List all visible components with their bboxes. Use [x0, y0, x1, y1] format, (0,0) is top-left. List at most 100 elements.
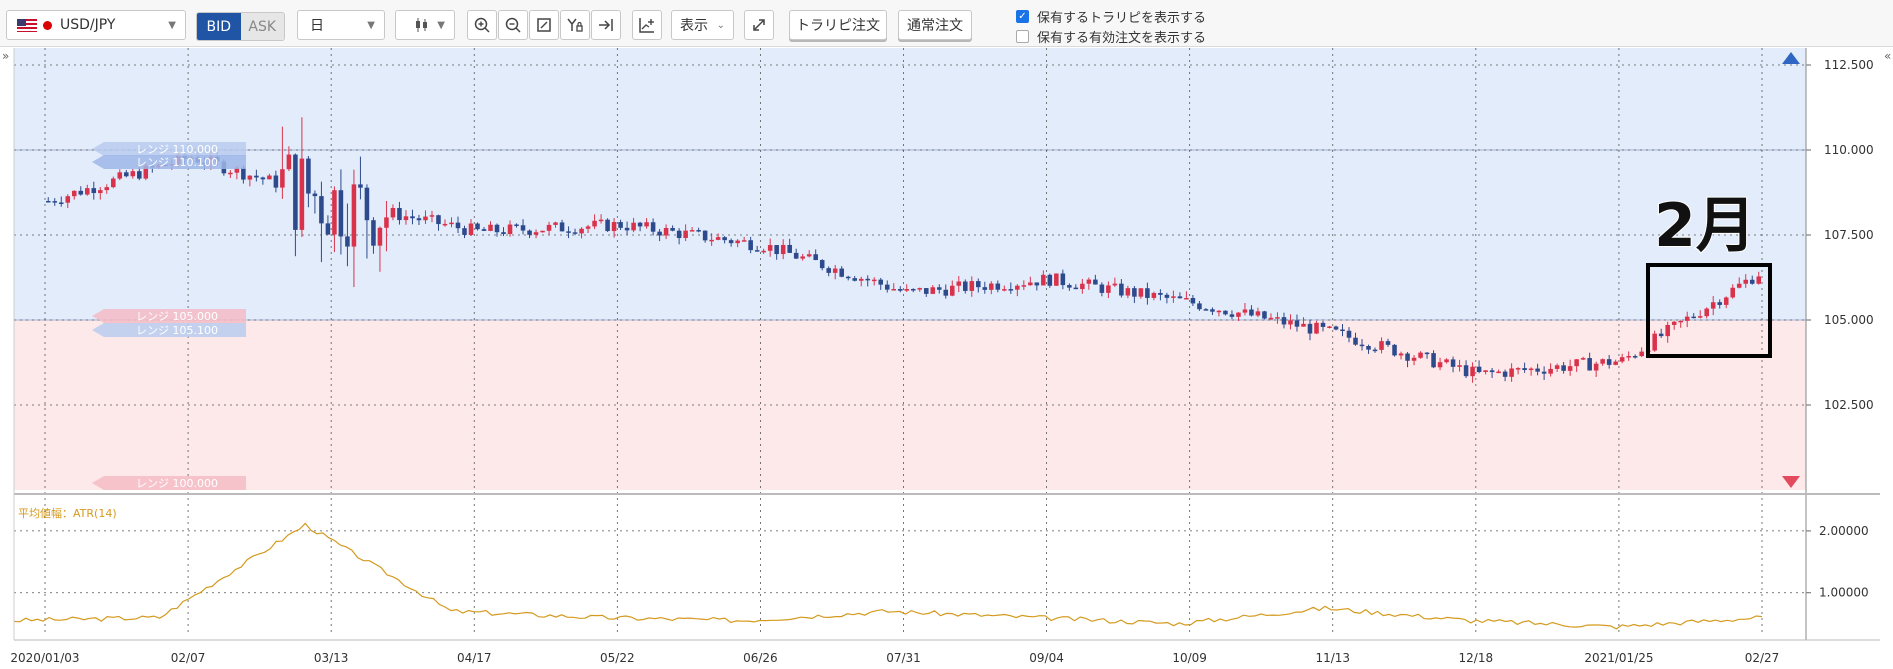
show-orders-option[interactable]: 保有する有効注文を表示する	[1016, 26, 1206, 46]
candle-down	[884, 284, 890, 290]
candle-down	[1145, 288, 1150, 298]
candle-down	[1190, 298, 1196, 304]
chart-type-select[interactable]: ▼	[395, 10, 455, 40]
candle-up	[1528, 368, 1534, 371]
candle-down	[793, 252, 799, 259]
candle-up	[1743, 279, 1749, 284]
candle-down	[826, 268, 831, 273]
period-select[interactable]: 日 ▼	[297, 10, 385, 40]
range-tag	[92, 155, 246, 169]
candle-down	[728, 240, 734, 244]
ask-button[interactable]: ASK	[240, 13, 284, 40]
price-tick-label: 107.500	[1824, 228, 1874, 242]
date-tick-label: 09/04	[1029, 651, 1064, 665]
normal-order-button[interactable]: 通常注文	[898, 10, 972, 40]
candle-down	[923, 288, 929, 294]
candle-down	[1060, 273, 1066, 286]
y-axis-lock-button[interactable]	[560, 10, 590, 40]
range-tag-label: レンジ 100.000	[136, 477, 218, 490]
candle-up	[247, 175, 253, 180]
candle-down	[1281, 317, 1287, 325]
fit-button[interactable]	[529, 10, 559, 40]
candle-down	[410, 216, 415, 219]
candle-up	[1184, 298, 1189, 300]
candle-up	[1301, 323, 1306, 327]
candle-down	[605, 219, 610, 232]
candle-down	[514, 224, 519, 227]
candle-up	[871, 279, 877, 282]
scroll-down-icon	[1782, 476, 1800, 488]
candle-up	[767, 245, 773, 251]
checkbox-unchecked-icon[interactable]	[1016, 29, 1029, 43]
atr-line	[13, 522, 1763, 630]
candle-up	[1015, 285, 1020, 290]
trailing-order-button[interactable]: トラリピ注文	[789, 10, 887, 40]
jump-latest-button[interactable]	[591, 10, 621, 40]
arrow-to-end-icon	[599, 19, 613, 31]
candle-up	[689, 230, 695, 232]
candle-down	[1431, 353, 1436, 368]
candle-up	[546, 224, 552, 231]
candle-up	[117, 172, 123, 179]
candlestick-icon	[416, 18, 427, 32]
candle-down	[137, 171, 142, 179]
candle-up	[1112, 283, 1118, 286]
candle-down	[995, 283, 1001, 290]
bid-button[interactable]: BID	[197, 13, 241, 40]
candle-down	[748, 240, 753, 251]
candlestick-series	[45, 117, 1762, 383]
candle-down	[559, 222, 565, 232]
candle-up	[1736, 283, 1742, 288]
candle-up	[98, 190, 103, 194]
zoom-out-button[interactable]	[498, 10, 528, 40]
candle-down	[1262, 311, 1267, 319]
candle-down	[416, 218, 422, 221]
candle-up	[969, 281, 975, 291]
show-trailing-option[interactable]: ✓ 保有するトラリピを表示する	[1016, 6, 1206, 26]
candle-down	[1093, 279, 1098, 285]
grid-lines	[14, 48, 1806, 636]
candle-up	[806, 254, 812, 257]
date-tick-label: 2020/01/03	[10, 651, 79, 665]
candle-up	[1327, 326, 1332, 329]
bid-ask-toggle: BID ASK	[196, 12, 285, 41]
candle-up	[930, 287, 936, 294]
candle-up	[1580, 358, 1586, 360]
candle-down	[839, 268, 844, 277]
candle-up	[1567, 366, 1573, 371]
candle-down	[481, 229, 487, 231]
indicator-button[interactable]	[632, 10, 662, 40]
candle-down	[1502, 371, 1508, 377]
candle-down	[1008, 289, 1014, 291]
candle-down	[1541, 371, 1547, 374]
candle-down	[1353, 337, 1358, 345]
checkbox-checked-icon[interactable]: ✓	[1016, 9, 1029, 23]
candle-up	[488, 224, 493, 231]
candle-down	[910, 288, 916, 291]
candle-up	[1138, 288, 1144, 297]
candle-down	[1450, 359, 1456, 367]
range-tag	[92, 476, 246, 490]
candle-up	[1125, 288, 1131, 296]
atr-label: 平均値幅：ATR(14)	[18, 507, 117, 520]
candle-down	[943, 289, 949, 296]
candle-down	[124, 172, 129, 177]
candle-down	[45, 201, 51, 203]
candle-up	[1684, 316, 1690, 321]
symbol-select[interactable]: USD/JPY ▼	[6, 10, 186, 40]
candle-up	[1054, 273, 1059, 286]
candle-down	[1333, 326, 1339, 330]
candle-up	[891, 289, 897, 291]
chevron-down-icon: ▼	[437, 19, 445, 31]
candle-up	[1756, 276, 1762, 284]
candle-down	[670, 227, 675, 231]
atr-tick-label: 2.00000	[1819, 524, 1869, 538]
fullscreen-button[interactable]	[744, 10, 774, 40]
candle-up	[1548, 368, 1553, 374]
candle-down	[306, 158, 311, 194]
zoom-in-button[interactable]	[467, 10, 497, 40]
candle-up	[1554, 365, 1560, 369]
display-menu[interactable]: 表示 ⌄	[671, 10, 734, 40]
candle-up	[384, 217, 389, 228]
